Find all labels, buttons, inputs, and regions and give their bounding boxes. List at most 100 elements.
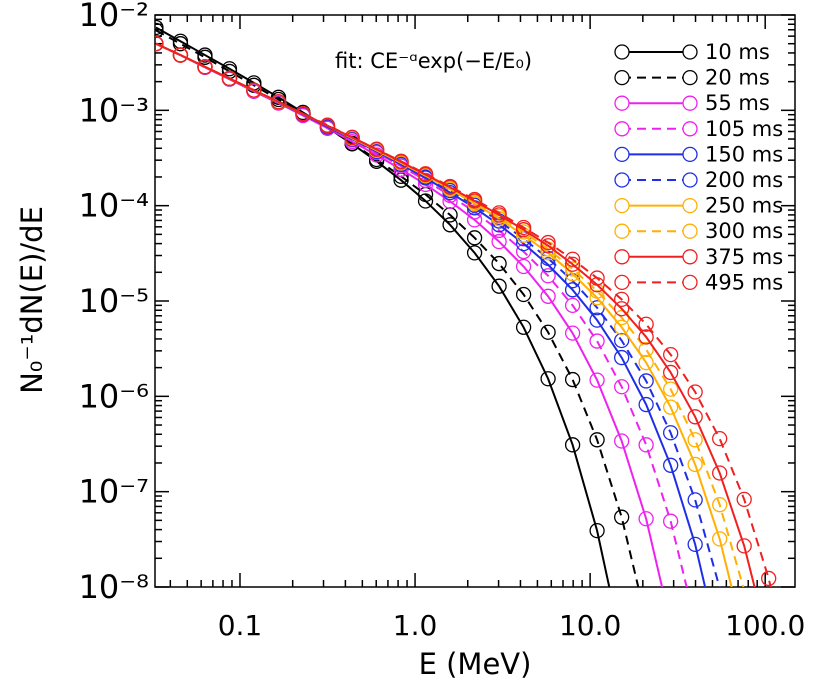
data-point	[540, 324, 556, 340]
data-point	[614, 332, 630, 349]
data-point	[663, 425, 679, 441]
data-point	[687, 492, 703, 508]
data-point	[712, 497, 728, 513]
legend-label: 495 ms	[705, 270, 783, 294]
legend-label: 105 ms	[705, 117, 783, 141]
data-point	[442, 217, 458, 233]
x-tick-label: 10.0	[559, 609, 621, 642]
data-point	[295, 106, 311, 122]
y-tick-label: 10⁻⁷	[79, 473, 149, 511]
data-point	[638, 373, 654, 389]
data-point	[589, 270, 605, 286]
data-point	[736, 538, 752, 554]
y-tick-label: 10⁻⁸	[79, 568, 149, 606]
series-line	[155, 26, 611, 587]
x-axis-label: E (MeV)	[419, 647, 532, 681]
data-point	[417, 166, 434, 182]
data-point	[368, 141, 385, 157]
data-point	[638, 341, 654, 358]
data-point	[540, 238, 556, 254]
data-point	[614, 291, 630, 308]
series-line	[155, 42, 688, 587]
legend-marker	[614, 197, 630, 214]
series-line	[155, 42, 756, 587]
data-point	[491, 278, 507, 294]
series-line	[155, 42, 733, 587]
plot-area	[155, 19, 777, 587]
y-tick-label: 10⁻³	[79, 91, 149, 129]
data-point	[589, 523, 605, 539]
data-point	[540, 234, 556, 251]
y-tick-label: 10⁻⁶	[79, 377, 149, 415]
data-point	[344, 129, 360, 146]
legend-marker	[682, 197, 698, 214]
data-point	[540, 268, 556, 284]
data-point	[589, 372, 605, 388]
legend-label: 10 ms	[705, 40, 770, 64]
data-point	[712, 430, 728, 447]
legend-marker	[614, 121, 630, 137]
legend-label: 300 ms	[705, 219, 783, 243]
legend-marker	[614, 95, 630, 111]
legend-marker	[682, 223, 698, 239]
legend-label: 375 ms	[705, 245, 783, 269]
series-line	[155, 42, 772, 587]
data-point	[614, 433, 630, 449]
data-point	[564, 251, 581, 267]
data-point	[638, 511, 654, 527]
x-tick-label: 100.0	[725, 609, 805, 642]
data-point	[155, 22, 164, 39]
data-point	[172, 36, 189, 52]
data-point	[564, 297, 581, 314]
legend-label: 55 ms	[705, 91, 770, 115]
data-point	[687, 384, 703, 400]
data-point	[442, 178, 458, 195]
legend-marker	[682, 121, 698, 137]
data-point	[589, 312, 605, 328]
legend-marker	[682, 172, 698, 188]
data-point	[515, 319, 532, 335]
y-axis-label: N₀⁻¹dN(E)/dE	[15, 206, 49, 394]
legend-marker	[682, 44, 698, 60]
legend-marker	[682, 95, 698, 111]
legend-marker	[614, 146, 630, 163]
data-point	[466, 230, 483, 246]
data-point	[614, 509, 630, 525]
legend-marker	[682, 146, 698, 163]
legend-marker	[614, 172, 630, 188]
data-point	[564, 256, 581, 272]
data-point	[663, 346, 679, 363]
data-point	[614, 349, 630, 366]
legend-label: 250 ms	[705, 194, 783, 218]
data-point	[687, 536, 703, 553]
legend-label: 150 ms	[705, 142, 783, 166]
data-point	[663, 381, 679, 397]
data-point	[687, 456, 703, 473]
series-line	[155, 29, 640, 587]
data-point	[589, 432, 605, 448]
data-point	[221, 70, 238, 87]
data-point	[197, 49, 213, 65]
data-point	[515, 219, 532, 236]
data-point	[491, 233, 507, 250]
legend-marker	[682, 69, 698, 86]
data-point	[564, 325, 581, 341]
data-point	[246, 82, 262, 98]
data-point	[663, 457, 679, 473]
x-tick-label: 1.0	[393, 609, 438, 642]
data-point	[466, 191, 483, 208]
data-point	[638, 329, 654, 345]
data-point	[564, 437, 581, 453]
data-point	[197, 59, 213, 75]
legend-marker	[614, 249, 630, 265]
data-point	[663, 364, 679, 381]
data-point	[270, 94, 287, 110]
data-point	[638, 437, 654, 453]
legend-marker	[614, 69, 630, 86]
data-point	[515, 286, 532, 303]
legend-marker	[614, 274, 630, 291]
y-tick-label: 10⁻⁴	[79, 187, 149, 225]
